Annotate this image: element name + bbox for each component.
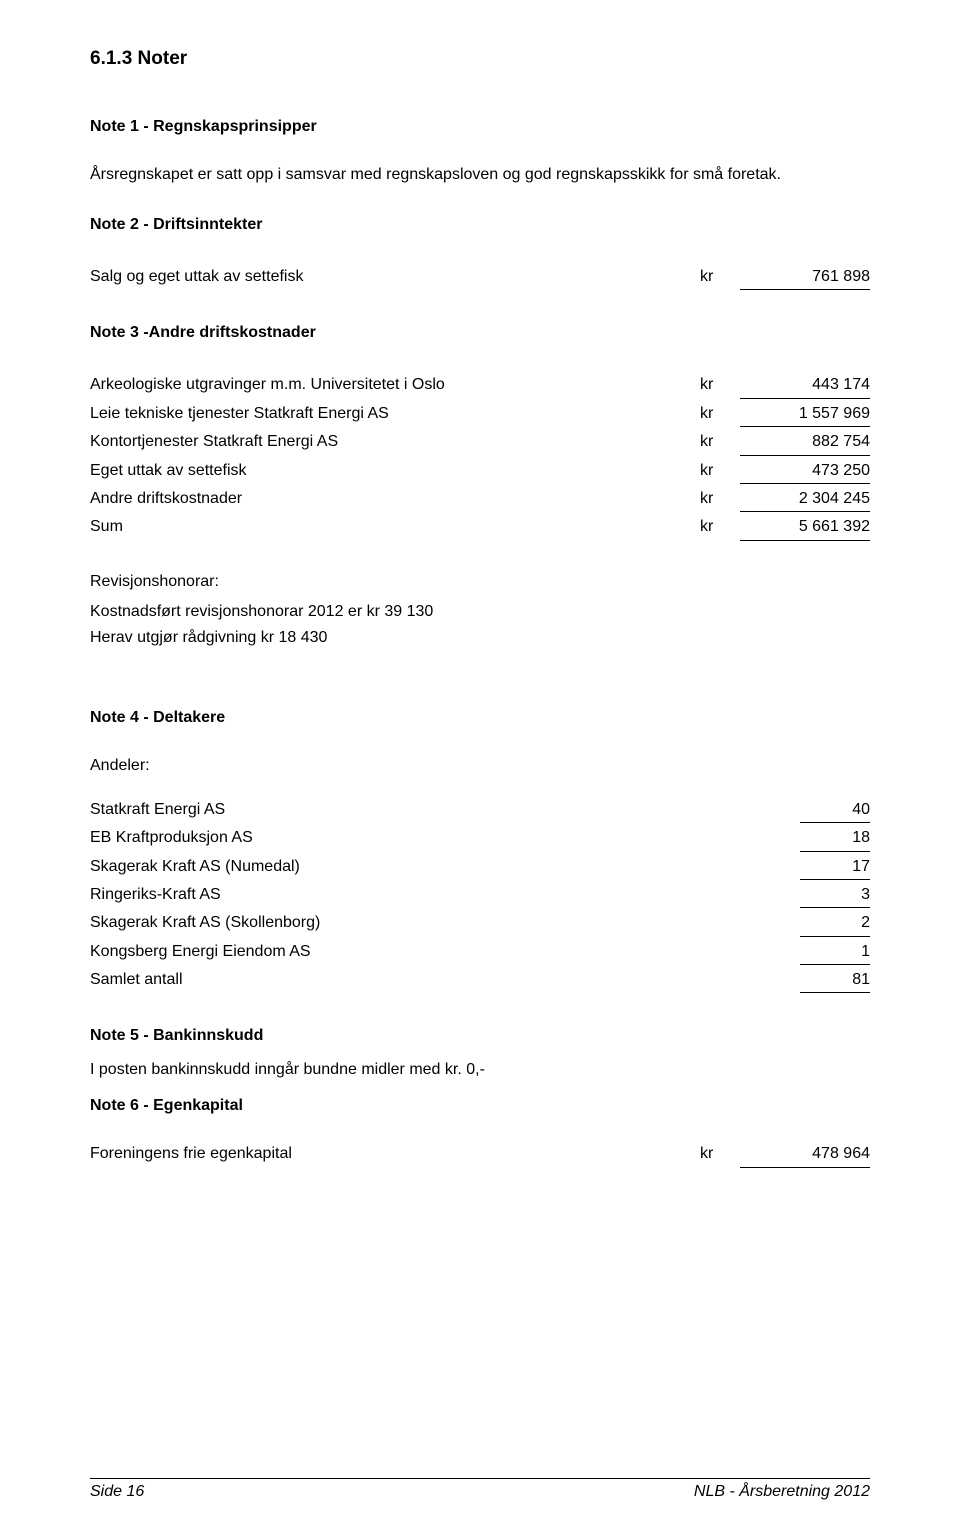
note6-row-label: Foreningens frie egenkapital: [90, 1143, 700, 1165]
cost-val: 473 250: [740, 460, 870, 484]
table-row: Ringeriks-Kraft AS 3: [90, 882, 870, 910]
note6-row-val: 478 964: [740, 1143, 870, 1167]
cost-label: Eget uttak av settefisk: [90, 460, 700, 482]
table-row-sum: Samlet antall 81: [90, 967, 870, 995]
table-row: Leie tekniske tjenester Statkraft Energi…: [90, 401, 870, 429]
cost-label: Sum: [90, 516, 700, 538]
note4-table: Statkraft Energi AS 40 EB Kraftproduksjo…: [90, 797, 870, 996]
table-row: EB Kraftproduksjon AS 18: [90, 825, 870, 853]
cost-val: 1 557 969: [740, 403, 870, 427]
cost-label: Arkeologiske utgravinger m.m. Universite…: [90, 374, 700, 396]
note4-title: Note 4 - Deltakere: [90, 709, 870, 727]
note2-row: Salg og eget uttak av settefisk kr 761 8…: [90, 264, 870, 292]
cost-val: 443 174: [740, 374, 870, 398]
note1-body: Årsregnskapet er satt opp i samsvar med …: [90, 166, 870, 184]
share-val: 18: [800, 827, 870, 851]
note6-row-curr: kr: [700, 1143, 740, 1165]
cost-val: 2 304 245: [740, 488, 870, 512]
note3-rev-heading: Revisjonshonorar:: [90, 573, 870, 591]
share-label: Samlet antall: [90, 969, 800, 991]
note2-title: Note 2 - Driftsinntekter: [90, 216, 870, 234]
page-footer: Side 16 NLB - Årsberetning 2012: [90, 1478, 870, 1501]
note3-rev-line1: Kostnadsført revisjonshonorar 2012 er kr…: [90, 603, 870, 621]
share-val: 81: [800, 969, 870, 993]
note2-row-val: 761 898: [740, 266, 870, 290]
table-row: Skagerak Kraft AS (Skollenborg) 2: [90, 910, 870, 938]
cost-val: 5 661 392: [740, 516, 870, 540]
note2-row-curr: kr: [700, 266, 740, 288]
table-row: Kongsberg Energi Eiendom AS 1: [90, 939, 870, 967]
share-label: Ringeriks-Kraft AS: [90, 884, 800, 906]
page: 6.1.3 Noter Note 1 - Regnskapsprinsipper…: [0, 0, 960, 1529]
cost-curr: kr: [700, 488, 740, 510]
share-label: Statkraft Energi AS: [90, 799, 800, 821]
footer-right: NLB - Årsberetning 2012: [694, 1483, 870, 1501]
share-label: Skagerak Kraft AS (Numedal): [90, 856, 800, 878]
share-val: 40: [800, 799, 870, 823]
note3-title: Note 3 -Andre driftskostnader: [90, 324, 870, 342]
cost-curr: kr: [700, 516, 740, 538]
cost-label: Leie tekniske tjenester Statkraft Energi…: [90, 403, 700, 425]
share-label: Skagerak Kraft AS (Skollenborg): [90, 912, 800, 934]
cost-label: Kontortjenester Statkraft Energi AS: [90, 431, 700, 453]
table-row: Arkeologiske utgravinger m.m. Universite…: [90, 372, 870, 400]
table-row: Andre driftskostnader kr 2 304 245: [90, 486, 870, 514]
section-number: 6.1.3 Noter: [90, 48, 870, 70]
note2-row-label: Salg og eget uttak av settefisk: [90, 266, 700, 288]
cost-curr: kr: [700, 403, 740, 425]
cost-curr: kr: [700, 374, 740, 396]
share-val: 17: [800, 856, 870, 880]
table-row: Eget uttak av settefisk kr 473 250: [90, 458, 870, 486]
share-label: Kongsberg Energi Eiendom AS: [90, 941, 800, 963]
note4-subheading: Andeler:: [90, 757, 870, 775]
cost-curr: kr: [700, 460, 740, 482]
note1-title: Note 1 - Regnskapsprinsipper: [90, 118, 870, 136]
table-row: Kontortjenester Statkraft Energi AS kr 8…: [90, 429, 870, 457]
cost-val: 882 754: [740, 431, 870, 455]
share-val: 2: [800, 912, 870, 936]
note3-table: Arkeologiske utgravinger m.m. Universite…: [90, 372, 870, 542]
note6-title: Note 6 - Egenkapital: [90, 1097, 870, 1115]
note3-rev-line2: Herav utgjør rådgivning kr 18 430: [90, 629, 870, 647]
table-row-sum: Sum kr 5 661 392: [90, 514, 870, 542]
share-val: 1: [800, 941, 870, 965]
footer-left: Side 16: [90, 1483, 144, 1501]
note5-body: I posten bankinnskudd inngår bundne midl…: [90, 1061, 870, 1079]
table-row: Skagerak Kraft AS (Numedal) 17: [90, 854, 870, 882]
cost-label: Andre driftskostnader: [90, 488, 700, 510]
cost-curr: kr: [700, 431, 740, 453]
share-val: 3: [800, 884, 870, 908]
note6-row: Foreningens frie egenkapital kr 478 964: [90, 1141, 870, 1169]
table-row: Statkraft Energi AS 40: [90, 797, 870, 825]
note5-title: Note 5 - Bankinnskudd: [90, 1027, 870, 1045]
share-label: EB Kraftproduksjon AS: [90, 827, 800, 849]
